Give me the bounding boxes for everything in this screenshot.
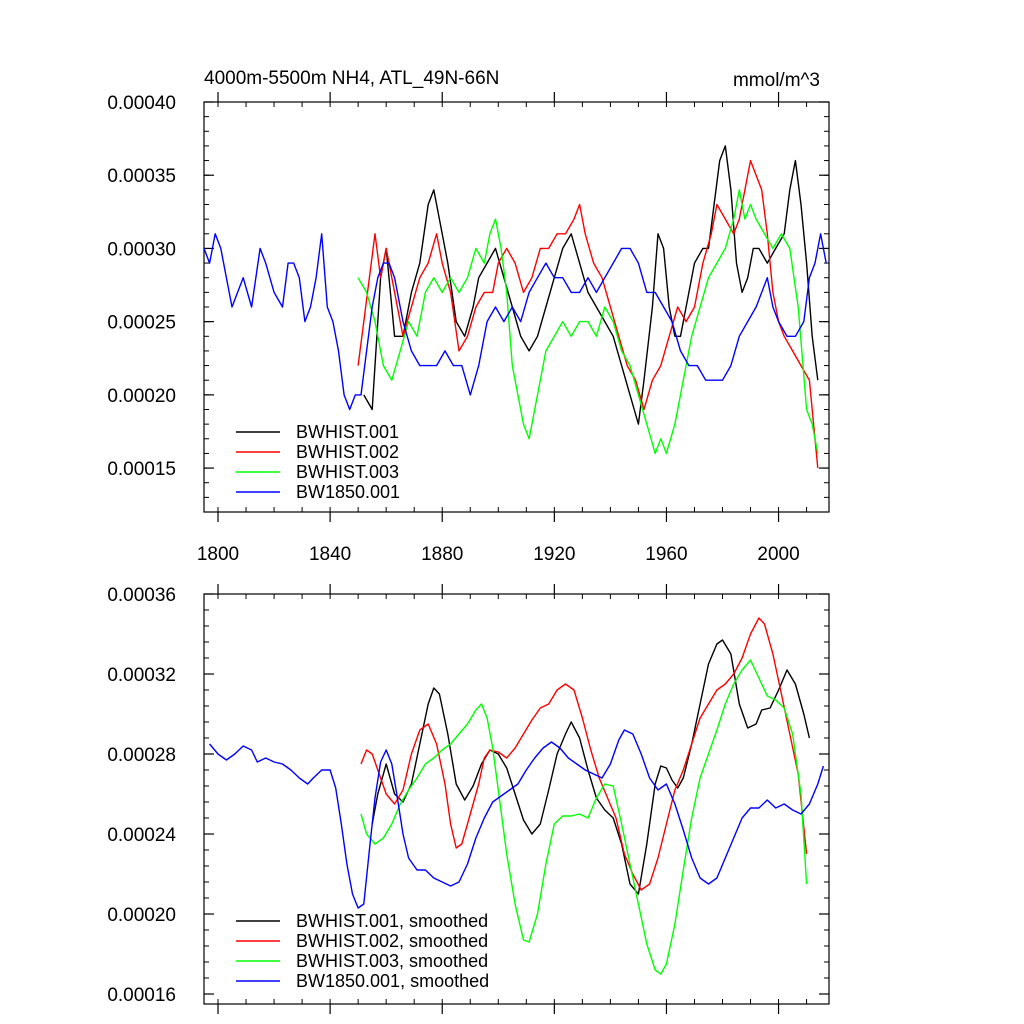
top-legend-label: BWHIST.003 <box>296 462 399 482</box>
top-y-tick-label: 0.00030 <box>107 239 176 260</box>
bottom-legend-label: BW1850.001, smoothed <box>296 971 489 991</box>
top-x-tick-label: 1840 <box>309 544 351 565</box>
top-y-tick-label: 0.00015 <box>107 459 176 480</box>
bottom-legend-label: BWHIST.001, smoothed <box>296 911 488 931</box>
top-series-line-3 <box>357 189 819 455</box>
top-y-tick-label: 0.00035 <box>107 166 176 187</box>
bottom-y-tick-label: 0.00020 <box>107 905 176 926</box>
top-legend-label: BW1850.001 <box>296 482 400 502</box>
bottom-legend-label: BWHIST.002, smoothed <box>296 931 488 951</box>
top-panel-units-label: mmol/m^3 <box>733 70 820 91</box>
top-series-line-1 <box>363 145 819 425</box>
bottom-plot-frame <box>203 593 830 1005</box>
top-x-tick-label: 1800 <box>197 544 239 565</box>
bottom-series-line-4 <box>209 729 825 909</box>
top-series-line-2 <box>357 159 819 469</box>
top-legend-label: BWHIST.001 <box>296 422 399 442</box>
bottom-y-tick-label: 0.00032 <box>107 665 176 686</box>
top-x-tick-label: 2000 <box>757 544 799 565</box>
bottom-panel: 0.00016 0.00020 0.00024 0.00028 0.00032 0.000… <box>107 584 830 1014</box>
top-y-tick-label: 0.00020 <box>107 386 176 407</box>
top-legend-label: BWHIST.002 <box>296 442 399 462</box>
bottom-series-line-3 <box>360 659 808 975</box>
bottom-y-tick-label: 0.00016 <box>107 985 176 1006</box>
bottom-y-tick-label: 0.00024 <box>107 825 176 846</box>
top-x-tick-label: 1880 <box>421 544 463 565</box>
top-panel-title: 4000m-5500m NH4, ATL_49N-66N <box>204 68 499 89</box>
top-y-tick-label: 0.00040 <box>107 93 176 114</box>
top-panel: 4000m-5500m NH4, ATL_49N-66N mmol/m^3 18… <box>107 68 830 565</box>
bottom-y-tick-label: 0.00028 <box>107 745 176 766</box>
bottom-legend-label: BWHIST.003, smoothed <box>296 951 488 971</box>
top-y-tick-label: 0.00025 <box>107 313 176 334</box>
bottom-y-tick-label: 0.00036 <box>107 585 176 606</box>
bottom-series-line-2 <box>360 617 808 891</box>
top-series-line-4 <box>204 233 827 411</box>
top-x-tick-label: 1960 <box>645 544 687 565</box>
top-x-tick-label: 1920 <box>533 544 575 565</box>
